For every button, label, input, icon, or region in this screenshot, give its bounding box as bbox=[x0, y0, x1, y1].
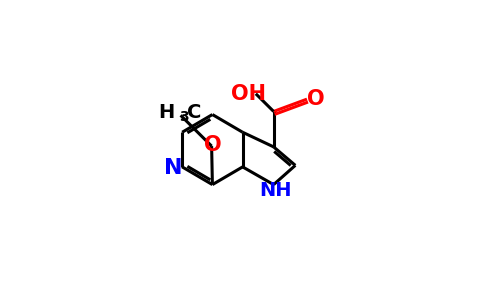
Text: H: H bbox=[158, 103, 174, 122]
Text: NH: NH bbox=[259, 181, 291, 200]
Text: 3: 3 bbox=[179, 110, 189, 124]
Text: OH: OH bbox=[230, 84, 266, 104]
Text: N: N bbox=[164, 158, 182, 178]
Text: O: O bbox=[204, 135, 222, 155]
Text: C: C bbox=[187, 103, 201, 122]
Text: O: O bbox=[307, 89, 325, 109]
